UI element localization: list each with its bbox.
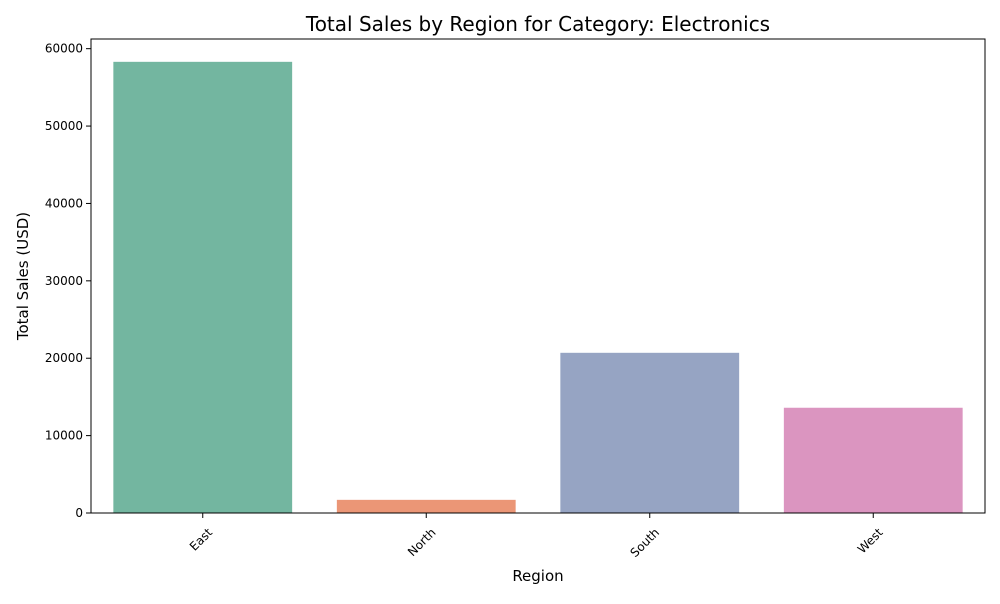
y-axis-label: Total Sales (USD) bbox=[14, 212, 32, 341]
x-tick-label: West bbox=[855, 525, 886, 556]
bar-east bbox=[113, 61, 293, 514]
bars-group bbox=[113, 61, 963, 514]
x-tick-label: East bbox=[187, 525, 215, 553]
y-axis-ticks: 0 10000 20000 30000 40000 50000 60000 bbox=[45, 42, 91, 520]
y-tick-label: 40000 bbox=[45, 196, 83, 210]
y-tick-label: 50000 bbox=[45, 119, 83, 133]
plot-frame bbox=[90, 38, 986, 514]
y-tick-label: 60000 bbox=[45, 42, 83, 56]
x-tick-label: South bbox=[628, 525, 663, 560]
bar-south bbox=[560, 352, 740, 513]
x-axis-label: Region bbox=[512, 567, 563, 585]
y-tick-label: 20000 bbox=[45, 351, 83, 365]
chart-title: Total Sales by Region for Category: Elec… bbox=[305, 12, 770, 36]
y-tick-label: 10000 bbox=[45, 429, 83, 443]
y-tick-label: 0 bbox=[75, 506, 83, 520]
bar-north bbox=[336, 499, 516, 513]
y-tick-label: 30000 bbox=[45, 274, 83, 288]
x-axis-ticks: East North South West bbox=[187, 513, 886, 560]
bar-west bbox=[783, 407, 963, 513]
x-tick-label: North bbox=[405, 525, 439, 559]
